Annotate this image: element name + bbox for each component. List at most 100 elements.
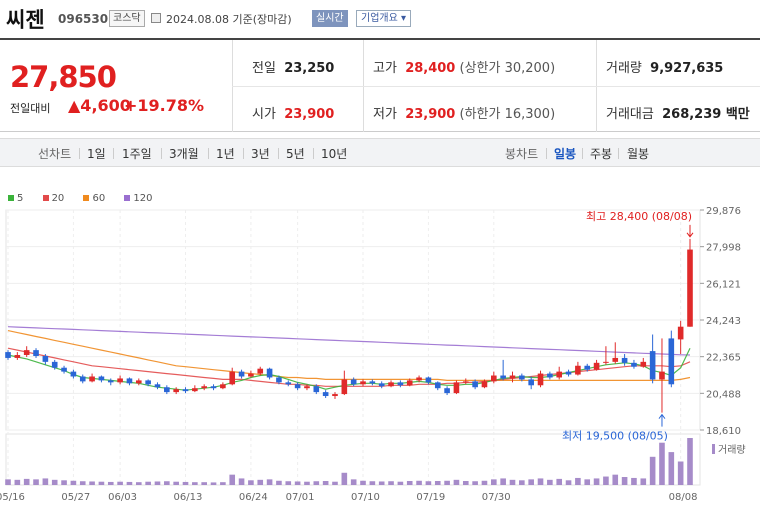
volume-bar — [491, 479, 497, 485]
candle-body — [406, 380, 413, 386]
candle-body — [79, 376, 86, 382]
volume-legend-swatch — [712, 444, 715, 454]
volume-bar — [677, 461, 684, 485]
max-arrow-head — [686, 232, 694, 238]
candle-body — [51, 361, 58, 368]
candle-body — [556, 371, 563, 378]
volume-bar — [631, 477, 637, 485]
candle-body — [687, 249, 693, 327]
candle-body — [481, 381, 488, 388]
volume-bar — [23, 478, 30, 485]
x-tick-label: 05/27 — [61, 492, 90, 503]
volume-bar — [649, 456, 656, 485]
volume-bar — [285, 481, 292, 485]
volume-bar — [201, 482, 207, 485]
volume-bar — [341, 472, 348, 485]
divider — [618, 148, 619, 159]
divider — [243, 148, 244, 159]
candle-body — [462, 381, 469, 383]
x-tick-label: 06/13 — [174, 492, 203, 503]
candle-body — [621, 357, 628, 363]
line-chart-label: 선차트 — [38, 147, 72, 161]
candle-body — [668, 338, 675, 385]
candle-body — [23, 350, 30, 356]
legend-item-ma60: 60 — [83, 193, 113, 204]
tab-1w[interactable]: 1주일 — [122, 147, 152, 161]
volume-bar — [640, 478, 647, 485]
divider — [113, 148, 114, 159]
company-overview-dropdown[interactable]: 기업개요 ▾ — [356, 10, 411, 27]
tab-daily[interactable]: 일봉 — [554, 147, 577, 161]
change-percent: +19.78% — [124, 96, 205, 115]
volume-bar — [509, 479, 516, 485]
volume-bar — [266, 479, 273, 485]
realtime-button[interactable]: 실시간 — [312, 10, 348, 27]
tab-3m[interactable]: 3개월 — [169, 147, 199, 161]
tab-10y[interactable]: 10년 — [321, 147, 348, 161]
volume-bar — [603, 476, 609, 485]
x-tick-label: 05/16 — [0, 492, 25, 503]
volume-bar — [397, 481, 404, 485]
candle-body — [201, 386, 207, 389]
volume-bar — [14, 479, 21, 485]
tab-5y[interactable]: 5년 — [286, 147, 305, 161]
candle-body — [378, 383, 385, 387]
volume-bar — [313, 481, 320, 485]
candle-body — [70, 371, 77, 377]
candle-body — [285, 382, 292, 385]
tab-monthly[interactable]: 월봉 — [627, 147, 650, 161]
volume-bar — [192, 482, 198, 485]
change-value: ▲4,600 — [68, 96, 131, 115]
high-label: 고가 — [373, 61, 397, 76]
volume-bar — [220, 482, 226, 485]
candle-body — [192, 388, 198, 392]
low-value: 23,900 — [405, 107, 456, 122]
candle-body — [472, 381, 478, 388]
volume-bar — [238, 478, 245, 485]
low-label: 저가 — [373, 107, 397, 122]
candle-body — [677, 326, 684, 340]
candle-body — [649, 351, 656, 380]
trade-value-label: 거래대금 — [606, 107, 654, 122]
volume-bar — [210, 482, 217, 485]
candle-body — [98, 376, 105, 381]
volume-bar — [117, 481, 123, 485]
x-tick-label: 06/03 — [108, 492, 137, 503]
candle-body — [248, 373, 254, 377]
candle-body — [425, 377, 432, 383]
low-cell: 저가 23,900 (하한가 16,300) — [373, 103, 555, 122]
candle-body — [575, 365, 581, 375]
x-tick-label: 06/24 — [239, 492, 268, 503]
volume-bar — [154, 481, 161, 485]
volume-bar — [350, 479, 357, 485]
volume-bar — [33, 479, 39, 485]
candle-body — [313, 386, 320, 393]
volume-bar — [425, 481, 432, 485]
volume-bar — [135, 482, 142, 485]
volume-bar — [519, 480, 525, 485]
candle-body — [453, 382, 460, 394]
current-price: 27,850 — [10, 60, 117, 94]
candle-body — [145, 380, 151, 385]
candle-body — [360, 381, 366, 385]
tab-1d[interactable]: 1일 — [87, 147, 106, 161]
candle-body — [519, 375, 525, 380]
y-tick-label: 20,488 — [706, 389, 741, 400]
candle-body — [117, 378, 123, 383]
volume-bar — [79, 481, 86, 485]
tab-weekly[interactable]: 주봉 — [590, 147, 613, 161]
x-tick-label: 07/01 — [286, 492, 315, 503]
trade-value-value: 268,239 백만 — [662, 107, 750, 122]
volume-bar — [612, 474, 619, 485]
prev-close-cell: 전일 23,250 — [252, 57, 334, 76]
volume-bar — [537, 478, 544, 485]
candle-body — [603, 361, 609, 363]
divider — [546, 148, 547, 159]
candle-body — [640, 361, 647, 367]
tab-1y[interactable]: 1년 — [216, 147, 235, 161]
volume-bar — [89, 481, 95, 485]
tab-3y[interactable]: 3년 — [251, 147, 270, 161]
volume-bar — [668, 452, 675, 485]
candle-body — [14, 355, 21, 358]
